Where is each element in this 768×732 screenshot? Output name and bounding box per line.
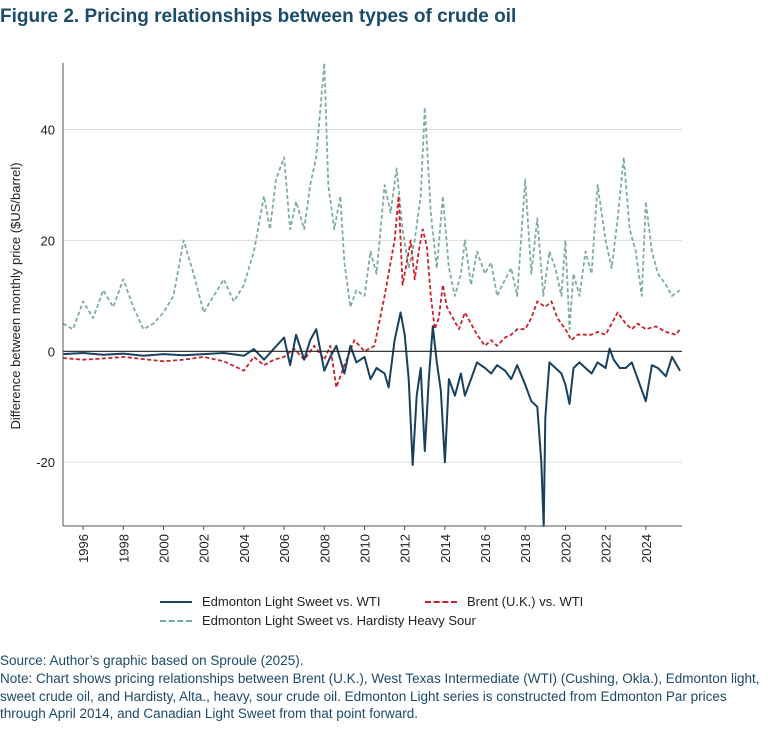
- series-lines: [62, 62, 681, 527]
- source-text: Source: Author’s graphic based on Sproul…: [0, 653, 304, 668]
- x-tick-label: 2022: [599, 534, 614, 563]
- legend-label: Edmonton Light Sweet vs. WTI: [202, 594, 381, 609]
- y-tick-label: 20: [41, 233, 55, 248]
- y-tick-label: -20: [36, 455, 55, 470]
- x-tick-label: 2020: [558, 534, 573, 563]
- tick-labels: -20 0 20 40 1996 1998 2000 2002 2004 2006 2008 2010…: [36, 123, 654, 563]
- x-tick-label: 2000: [156, 534, 171, 563]
- gridlines: [63, 129, 682, 463]
- x-tick-label: 2010: [357, 534, 372, 563]
- note-text: Note: Chart shows pricing relationships …: [0, 671, 760, 721]
- legend-item-edmonton-wti: Edmonton Light Sweet vs. WTI: [160, 594, 380, 609]
- x-tick-label: 2014: [438, 534, 453, 563]
- x-tick-label: 1996: [76, 534, 91, 563]
- axes: [62, 63, 682, 530]
- legend-label: Brent (U.K.) vs. WTI: [467, 594, 584, 609]
- series-line-2: [62, 62, 681, 331]
- x-tick-label: 2002: [197, 534, 212, 563]
- x-tick-label: 2018: [518, 534, 533, 563]
- series-line-1: [62, 195, 681, 389]
- figure-title: Figure 2. Pricing relationships between …: [0, 6, 517, 27]
- legend-item-edmonton-hardisty: Edmonton Light Sweet vs. Hardisty Heavy …: [160, 613, 476, 628]
- legend-label: Edmonton Light Sweet vs. Hardisty Heavy …: [202, 613, 476, 628]
- series-line-0: [62, 311, 681, 527]
- y-tick-label: 0: [48, 344, 55, 359]
- x-tick-label: 2016: [478, 534, 493, 563]
- legend-item-brent-wti: Brent (U.K.) vs. WTI: [425, 594, 583, 609]
- x-tick-label: 2008: [317, 534, 332, 563]
- x-tick-label: 2024: [639, 534, 654, 563]
- y-axis-label: Difference between monthly price ($US/ba…: [8, 162, 23, 429]
- line-chart: -20 0 20 40 1996 1998 2000 2002 2004 2006 2008 2010…: [8, 62, 682, 563]
- x-tick-label: 2012: [398, 534, 413, 563]
- y-tick-label: 40: [41, 123, 55, 138]
- x-tick-label: 1998: [116, 534, 131, 563]
- x-tick-label: 2006: [277, 534, 292, 563]
- legend-swatch-dashed-green: [160, 619, 192, 622]
- x-tick-label: 2004: [237, 534, 252, 563]
- legend-swatch-solid-navy: [160, 600, 192, 603]
- legend-swatch-dashed-red: [425, 600, 457, 603]
